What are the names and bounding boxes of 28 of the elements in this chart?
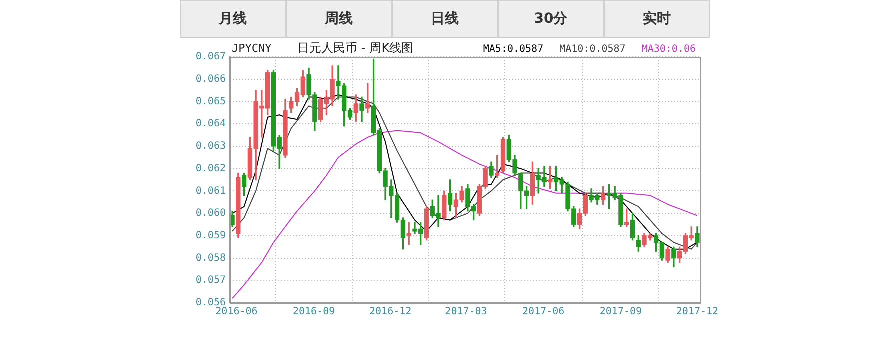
text: 实时 [604, 0, 710, 37]
x-tick-label: 2017-12 [676, 306, 719, 318]
text: MA5:0.0587 [483, 44, 544, 55]
y-tick-label: 0.065 [196, 96, 226, 108]
y-tick-label: 0.063 [196, 141, 226, 152]
y-tick-label: 0.059 [196, 230, 226, 242]
y-tick-label: 0.061 [196, 186, 226, 197]
x-tick-label: 2016-09 [293, 306, 336, 318]
x-tick-label: 2017-03 [445, 306, 488, 318]
text: 30分 [498, 0, 604, 37]
text: 日线 [392, 0, 498, 37]
x-tick-label: 2017-09 [600, 306, 642, 318]
y-tick-label: 0.064 [196, 118, 226, 130]
text: 周线 [286, 0, 392, 37]
x-tick-label: 2017-06 [522, 306, 565, 318]
y-tick-label: 0.062 [196, 163, 226, 174]
y-tick-label: 0.057 [196, 275, 226, 286]
chart-title: JPYCNY [232, 42, 272, 55]
y-tick-label: 0.058 [196, 252, 226, 264]
text: 月线 [180, 0, 286, 37]
text: MA10:0.0587 [560, 44, 626, 55]
y-tick-label: 0.066 [196, 74, 226, 85]
y-tick-label: 0.060 [196, 208, 226, 220]
text: MA30:0.06 [642, 44, 696, 55]
chart-subtitle: 日元人民币 - 周K线图 [298, 41, 414, 55]
x-tick-label: 2016-06 [216, 306, 258, 318]
y-tick-label: 0.067 [196, 52, 226, 63]
x-tick-label: 2016-12 [370, 306, 412, 318]
